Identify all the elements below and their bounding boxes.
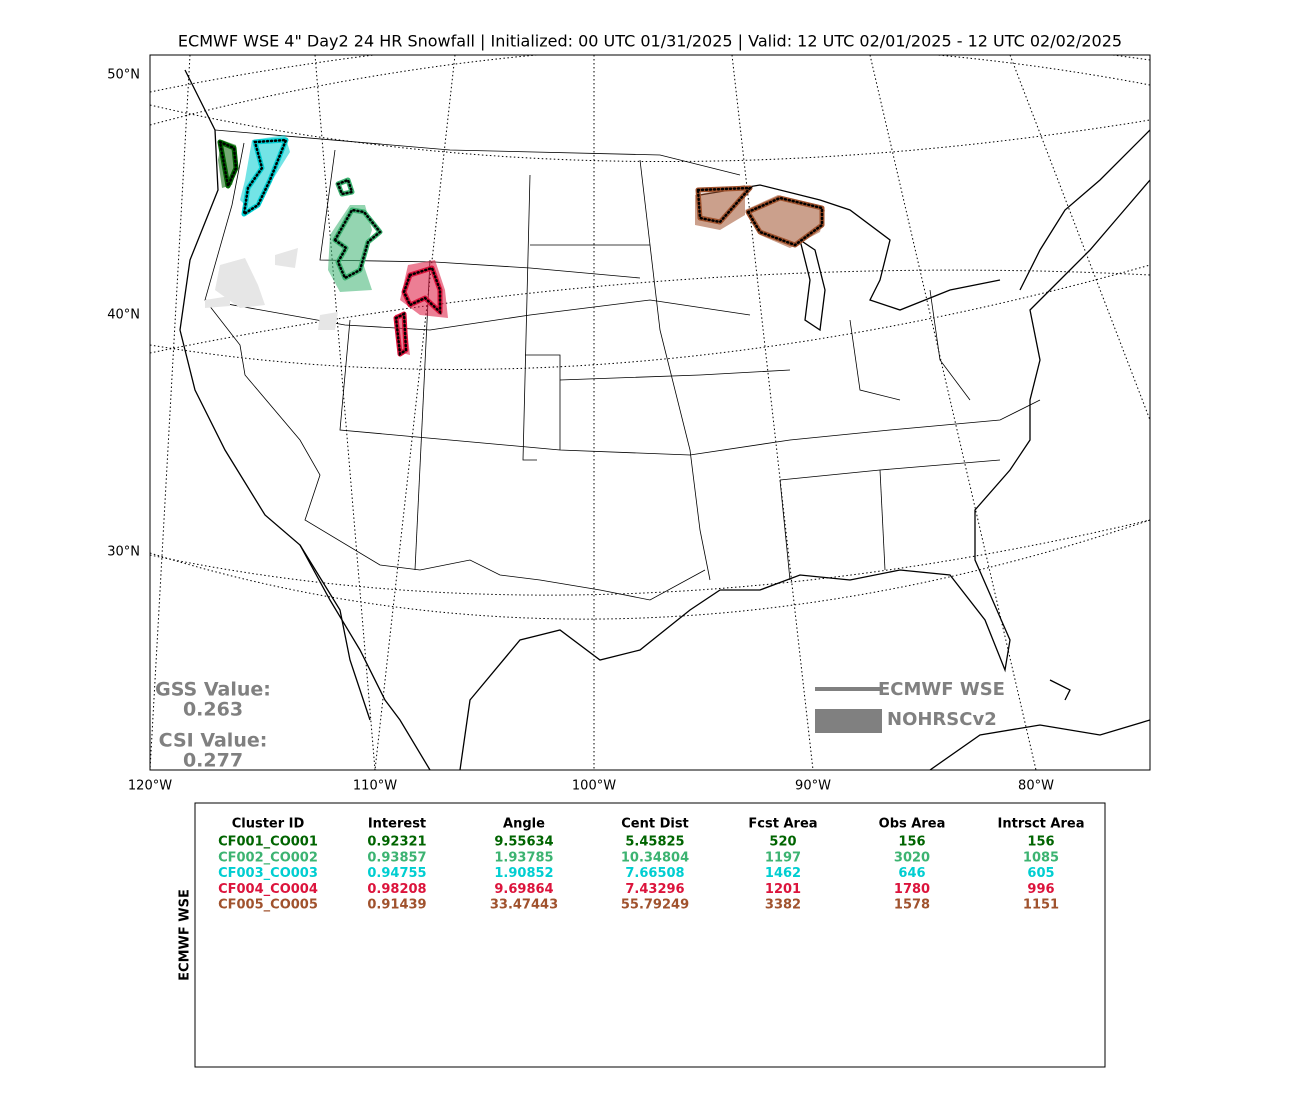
score-label: CSI Value: xyxy=(159,730,268,752)
table-cell: 0.92321 xyxy=(367,835,426,850)
table-cell: 10.34804 xyxy=(621,850,689,865)
legend-swatch xyxy=(815,709,882,733)
lon-label: 100°W xyxy=(572,779,616,794)
table-cell: 1780 xyxy=(894,882,930,897)
basemap xyxy=(150,55,1150,770)
forecast-object-dots xyxy=(242,138,288,217)
column-header: Cent Dist xyxy=(621,817,689,832)
table-cell: 1.90852 xyxy=(494,866,553,881)
table-cell: 7.43296 xyxy=(625,882,684,897)
table-cell: 9.69864 xyxy=(494,882,553,897)
score-value: 0.277 xyxy=(183,750,243,772)
table-cell: CF005_CO005 xyxy=(218,898,318,913)
table-cell: 55.79249 xyxy=(621,898,689,913)
lon-label: 120°W xyxy=(128,779,172,794)
table-cell: 1578 xyxy=(894,898,930,913)
table-cell: 1197 xyxy=(765,850,801,865)
forecast-object-dots xyxy=(696,186,824,247)
table-cell: CF004_CO004 xyxy=(218,882,318,897)
table-cell: CF003_CO003 xyxy=(218,866,318,881)
table-cell: CF001_CO001 xyxy=(218,835,318,850)
table-cell: 1151 xyxy=(1023,898,1059,913)
table-cell: 646 xyxy=(898,866,925,881)
observed-snow xyxy=(205,248,338,330)
table-cell: 156 xyxy=(898,835,925,850)
table-side-label: ECMWF WSE xyxy=(178,889,193,981)
column-header: Fcst Area xyxy=(748,817,817,832)
column-header: Intrsct Area xyxy=(998,817,1085,832)
column-header: Angle xyxy=(503,817,545,832)
table-cell: 9.55634 xyxy=(494,835,553,850)
forecast-object-dots xyxy=(218,139,238,191)
table-cell: 7.66508 xyxy=(625,866,684,881)
score-value: 0.263 xyxy=(183,699,243,721)
map-frame xyxy=(149,54,1151,771)
legend-label: NOHRSCv2 xyxy=(887,709,997,730)
observed-object xyxy=(240,135,290,210)
table-cell: 0.98208 xyxy=(367,882,426,897)
lon-label: 110°W xyxy=(353,779,397,794)
forecast-object-dots xyxy=(394,266,442,357)
lon-label: 80°W xyxy=(1018,779,1054,794)
title: ECMWF WSE 4" Day2 24 HR Snowfall | Initi… xyxy=(178,32,1122,51)
table-cell: 1462 xyxy=(765,866,801,881)
table-cell: CF002_CO002 xyxy=(218,850,318,865)
column-header: Interest xyxy=(368,817,426,832)
table-cell: 1201 xyxy=(765,882,801,897)
lat-label: 30°N xyxy=(107,545,140,560)
table-cell: 3020 xyxy=(894,850,930,865)
table-cell: 1085 xyxy=(1023,850,1059,865)
table-cell: 33.47443 xyxy=(490,898,558,913)
table-cell: 3382 xyxy=(765,898,801,913)
table-cell: 996 xyxy=(1027,882,1054,897)
table-cell: 5.45825 xyxy=(625,835,684,850)
lon-label: 90°W xyxy=(795,779,831,794)
lat-label: 50°N xyxy=(107,68,140,83)
table-cell: 0.94755 xyxy=(367,866,426,881)
table-frame xyxy=(194,802,1106,1068)
table-cell: 520 xyxy=(769,835,796,850)
column-header: Cluster ID xyxy=(232,817,305,832)
legend-label: ECMWF WSE xyxy=(878,679,1005,700)
table-cell: 156 xyxy=(1027,835,1054,850)
table-cell: 1.93785 xyxy=(494,850,553,865)
forecast-object-dots xyxy=(333,178,382,280)
table-cell: 0.93857 xyxy=(367,850,426,865)
table-cell: 0.91439 xyxy=(367,898,426,913)
score-label: GSS Value: xyxy=(155,679,271,701)
table-cell: 605 xyxy=(1027,866,1054,881)
column-header: Obs Area xyxy=(879,817,946,832)
lat-label: 40°N xyxy=(107,308,140,323)
